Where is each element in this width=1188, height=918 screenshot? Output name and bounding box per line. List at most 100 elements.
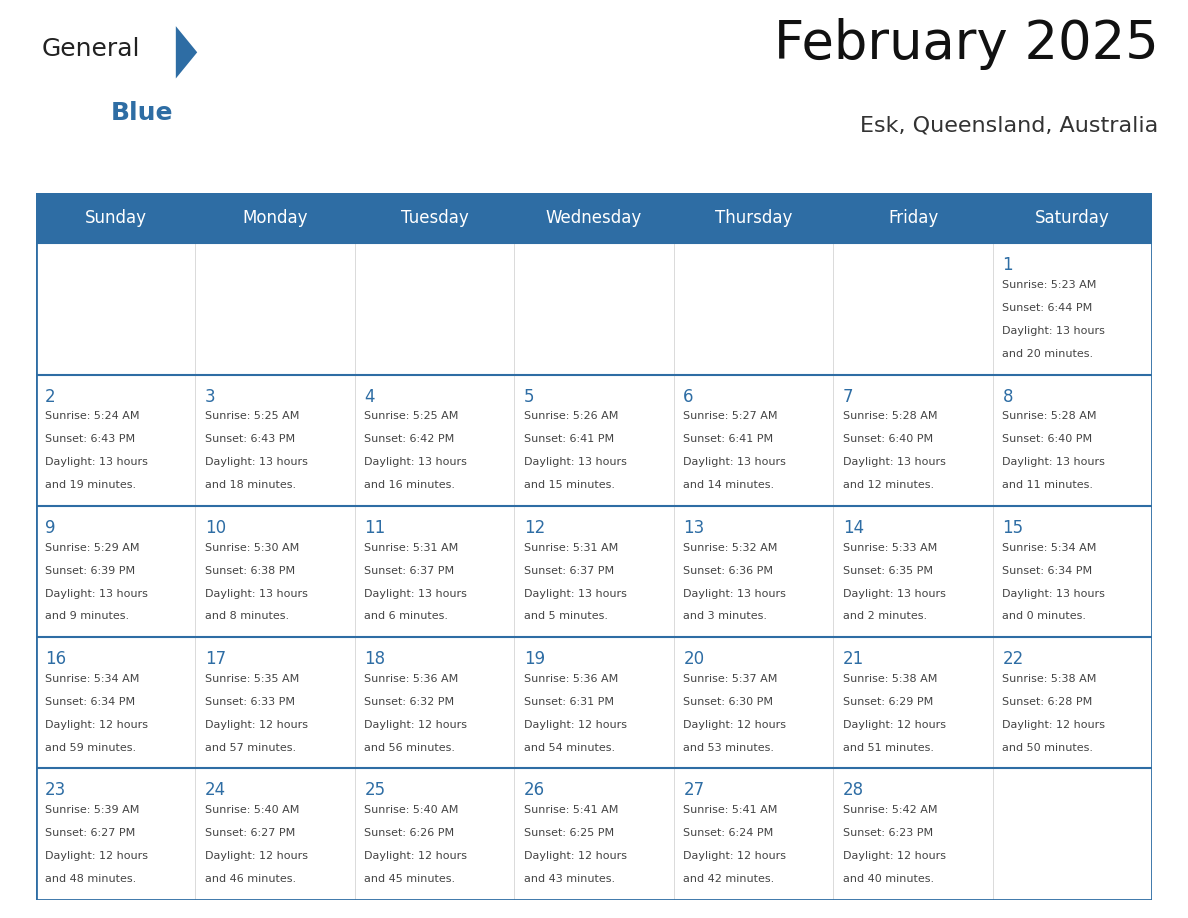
Text: 25: 25	[365, 781, 385, 800]
Text: and 51 minutes.: and 51 minutes.	[842, 743, 934, 753]
Text: Sunset: 6:44 PM: Sunset: 6:44 PM	[1003, 303, 1093, 313]
Text: Daylight: 12 hours: Daylight: 12 hours	[524, 720, 627, 730]
Text: and 42 minutes.: and 42 minutes.	[683, 874, 775, 884]
Text: and 15 minutes.: and 15 minutes.	[524, 480, 615, 490]
Text: Daylight: 12 hours: Daylight: 12 hours	[683, 720, 786, 730]
Text: and 5 minutes.: and 5 minutes.	[524, 611, 608, 621]
Text: and 43 minutes.: and 43 minutes.	[524, 874, 615, 884]
Text: Daylight: 13 hours: Daylight: 13 hours	[524, 457, 627, 467]
Text: and 0 minutes.: and 0 minutes.	[1003, 611, 1086, 621]
Text: 19: 19	[524, 650, 545, 668]
Text: Sunset: 6:36 PM: Sunset: 6:36 PM	[683, 565, 773, 576]
Text: 18: 18	[365, 650, 385, 668]
Text: Daylight: 13 hours: Daylight: 13 hours	[683, 588, 786, 599]
Text: 28: 28	[842, 781, 864, 800]
Text: Sunset: 6:25 PM: Sunset: 6:25 PM	[524, 828, 614, 838]
Text: Sunday: Sunday	[84, 209, 146, 227]
Text: Daylight: 13 hours: Daylight: 13 hours	[1003, 326, 1105, 336]
Text: Sunset: 6:29 PM: Sunset: 6:29 PM	[842, 697, 933, 707]
Text: 3: 3	[204, 387, 215, 406]
Text: Sunset: 6:43 PM: Sunset: 6:43 PM	[45, 434, 135, 444]
Text: Sunrise: 5:29 AM: Sunrise: 5:29 AM	[45, 543, 140, 553]
Text: and 56 minutes.: and 56 minutes.	[365, 743, 455, 753]
Text: Daylight: 12 hours: Daylight: 12 hours	[842, 720, 946, 730]
Text: 23: 23	[45, 781, 67, 800]
Text: Sunrise: 5:32 AM: Sunrise: 5:32 AM	[683, 543, 778, 553]
Text: Daylight: 12 hours: Daylight: 12 hours	[524, 851, 627, 861]
Text: Daylight: 12 hours: Daylight: 12 hours	[45, 720, 148, 730]
Text: Daylight: 12 hours: Daylight: 12 hours	[204, 851, 308, 861]
Text: Daylight: 13 hours: Daylight: 13 hours	[524, 588, 627, 599]
Text: Sunrise: 5:30 AM: Sunrise: 5:30 AM	[204, 543, 299, 553]
Text: Daylight: 12 hours: Daylight: 12 hours	[365, 851, 467, 861]
Text: and 6 minutes.: and 6 minutes.	[365, 611, 448, 621]
Text: 16: 16	[45, 650, 67, 668]
Text: Sunset: 6:34 PM: Sunset: 6:34 PM	[45, 697, 135, 707]
Text: 27: 27	[683, 781, 704, 800]
Text: Tuesday: Tuesday	[400, 209, 468, 227]
Text: Sunset: 6:40 PM: Sunset: 6:40 PM	[1003, 434, 1093, 444]
Text: and 19 minutes.: and 19 minutes.	[45, 480, 137, 490]
Text: Sunrise: 5:40 AM: Sunrise: 5:40 AM	[204, 805, 299, 815]
Text: Daylight: 12 hours: Daylight: 12 hours	[204, 720, 308, 730]
Text: 2: 2	[45, 387, 56, 406]
Text: and 20 minutes.: and 20 minutes.	[1003, 349, 1093, 359]
Text: 4: 4	[365, 387, 374, 406]
Text: 8: 8	[1003, 387, 1013, 406]
Text: Daylight: 13 hours: Daylight: 13 hours	[683, 457, 786, 467]
Text: 7: 7	[842, 387, 853, 406]
Text: Sunrise: 5:38 AM: Sunrise: 5:38 AM	[1003, 674, 1097, 684]
Text: Sunrise: 5:34 AM: Sunrise: 5:34 AM	[1003, 543, 1097, 553]
Text: Sunrise: 5:38 AM: Sunrise: 5:38 AM	[842, 674, 937, 684]
Text: Sunrise: 5:25 AM: Sunrise: 5:25 AM	[204, 411, 299, 421]
Text: Sunset: 6:23 PM: Sunset: 6:23 PM	[842, 828, 933, 838]
Text: 1: 1	[1003, 256, 1013, 274]
Text: Daylight: 13 hours: Daylight: 13 hours	[204, 457, 308, 467]
Text: Daylight: 12 hours: Daylight: 12 hours	[1003, 720, 1105, 730]
Text: 13: 13	[683, 519, 704, 537]
Text: Sunrise: 5:31 AM: Sunrise: 5:31 AM	[365, 543, 459, 553]
Text: Daylight: 13 hours: Daylight: 13 hours	[45, 457, 148, 467]
Text: Daylight: 13 hours: Daylight: 13 hours	[1003, 588, 1105, 599]
Text: and 8 minutes.: and 8 minutes.	[204, 611, 289, 621]
Text: Wednesday: Wednesday	[545, 209, 643, 227]
Text: and 50 minutes.: and 50 minutes.	[1003, 743, 1093, 753]
Text: 6: 6	[683, 387, 694, 406]
Text: and 18 minutes.: and 18 minutes.	[204, 480, 296, 490]
Text: Sunset: 6:32 PM: Sunset: 6:32 PM	[365, 697, 454, 707]
Text: Daylight: 12 hours: Daylight: 12 hours	[842, 851, 946, 861]
Text: Sunrise: 5:39 AM: Sunrise: 5:39 AM	[45, 805, 139, 815]
Text: Blue: Blue	[110, 101, 173, 126]
Text: Sunset: 6:28 PM: Sunset: 6:28 PM	[1003, 697, 1093, 707]
Text: Sunset: 6:37 PM: Sunset: 6:37 PM	[524, 565, 614, 576]
Text: Sunset: 6:30 PM: Sunset: 6:30 PM	[683, 697, 773, 707]
Text: Daylight: 13 hours: Daylight: 13 hours	[45, 588, 148, 599]
Text: 17: 17	[204, 650, 226, 668]
Text: Sunset: 6:43 PM: Sunset: 6:43 PM	[204, 434, 295, 444]
Text: Sunrise: 5:34 AM: Sunrise: 5:34 AM	[45, 674, 139, 684]
Text: Sunrise: 5:37 AM: Sunrise: 5:37 AM	[683, 674, 778, 684]
Text: and 45 minutes.: and 45 minutes.	[365, 874, 455, 884]
Text: 11: 11	[365, 519, 386, 537]
Text: Sunrise: 5:41 AM: Sunrise: 5:41 AM	[683, 805, 778, 815]
Text: 20: 20	[683, 650, 704, 668]
Text: Esk, Queensland, Australia: Esk, Queensland, Australia	[860, 116, 1158, 136]
Text: Sunrise: 5:41 AM: Sunrise: 5:41 AM	[524, 805, 618, 815]
Text: Sunrise: 5:28 AM: Sunrise: 5:28 AM	[1003, 411, 1097, 421]
Text: Daylight: 12 hours: Daylight: 12 hours	[683, 851, 786, 861]
Text: and 53 minutes.: and 53 minutes.	[683, 743, 775, 753]
Text: and 9 minutes.: and 9 minutes.	[45, 611, 129, 621]
Text: Sunset: 6:26 PM: Sunset: 6:26 PM	[365, 828, 454, 838]
Text: Sunrise: 5:36 AM: Sunrise: 5:36 AM	[524, 674, 618, 684]
Text: 5: 5	[524, 387, 535, 406]
Text: Sunrise: 5:24 AM: Sunrise: 5:24 AM	[45, 411, 140, 421]
Text: Sunset: 6:24 PM: Sunset: 6:24 PM	[683, 828, 773, 838]
Text: Sunset: 6:38 PM: Sunset: 6:38 PM	[204, 565, 295, 576]
Text: Daylight: 13 hours: Daylight: 13 hours	[1003, 457, 1105, 467]
Text: Sunrise: 5:27 AM: Sunrise: 5:27 AM	[683, 411, 778, 421]
Text: 15: 15	[1003, 519, 1024, 537]
Text: and 16 minutes.: and 16 minutes.	[365, 480, 455, 490]
Text: Sunset: 6:41 PM: Sunset: 6:41 PM	[524, 434, 614, 444]
Text: 12: 12	[524, 519, 545, 537]
Text: and 54 minutes.: and 54 minutes.	[524, 743, 615, 753]
